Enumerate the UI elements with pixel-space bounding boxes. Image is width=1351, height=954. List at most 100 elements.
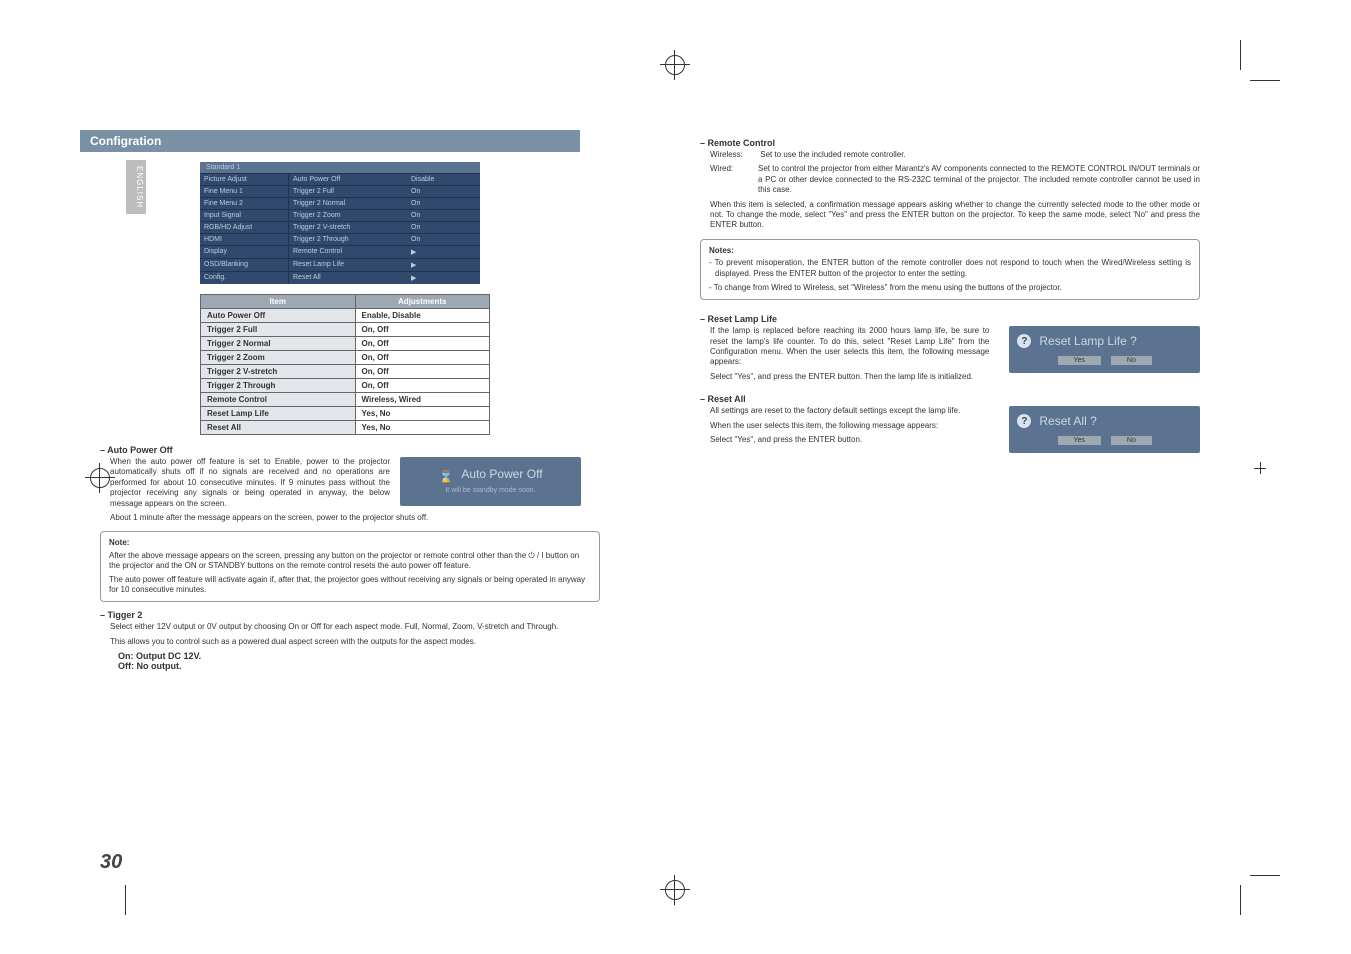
reset-lamp-body: If the lamp is replaced before reaching … <box>710 326 989 368</box>
osd-left: Fine Menu 2 <box>200 198 289 209</box>
yes-button[interactable]: Yes <box>1058 356 1101 365</box>
cell-value-text: On, Off <box>362 367 389 376</box>
osd-mid: Reset Lamp Life <box>289 259 407 271</box>
left-column: Configration Standard 1 Picture AdjustAu… <box>100 130 600 671</box>
osd-left: Input Signal <box>200 210 289 221</box>
cell-value-text: Yes, No <box>362 409 391 418</box>
reset-lamp-popup-title: Reset Lamp Life ? <box>1039 334 1136 348</box>
reset-all-popup: ? Reset All ? Yes No <box>1009 406 1200 453</box>
trigger2-heading: – Tigger 2 <box>100 610 600 620</box>
table-row: Remote ControlWireless, Wired <box>201 393 490 407</box>
no-button[interactable]: No <box>1111 436 1152 445</box>
osd-left: Display <box>200 246 289 258</box>
table-row: Trigger 2 FullOn, Off <box>201 323 490 337</box>
osd-mid: Trigger 2 Through <box>289 234 407 245</box>
popup-buttons: Yes No <box>1017 356 1192 365</box>
note-title: Note: <box>109 538 591 548</box>
registration-mark <box>665 880 685 900</box>
trigger2-line2: This allows you to control such as a pow… <box>110 637 600 647</box>
note-line1: After the above message appears on the s… <box>109 551 591 572</box>
crop-mark <box>1240 885 1241 915</box>
osd-mid: Auto Power Off <box>289 174 407 185</box>
trigger2-on: On: Output DC 12V. <box>118 651 600 661</box>
osd-right: Disable <box>407 174 475 185</box>
osd-left: OSD/Blanking <box>200 259 289 271</box>
trigger2-line1: Select either 12V output or 0V output by… <box>110 622 600 632</box>
cell-value: On, Off <box>355 379 489 393</box>
osd-left: Picture Adjust <box>200 174 289 185</box>
page-number: 30 <box>100 851 122 874</box>
osd-right: ▶ <box>407 272 475 284</box>
osd-mid: Trigger 2 V-stretch <box>289 222 407 233</box>
cell-value: Yes, No <box>355 421 489 435</box>
cell-value-text: Enable, Disable <box>362 311 421 320</box>
wireless-text: Set to use the included remote controlle… <box>760 150 905 159</box>
wired-text: Set to control the projector from either… <box>758 164 1200 195</box>
osd-left: HDMI <box>200 234 289 245</box>
yes-button[interactable]: Yes <box>1058 436 1101 445</box>
crop-mark <box>1250 80 1280 81</box>
reset-lamp-row: If the lamp is replaced before reaching … <box>700 326 1200 386</box>
auto-power-off-row: When the auto power off feature is set t… <box>100 457 600 513</box>
cell-value: Enable, Disable <box>355 309 489 323</box>
cell-value-text: Yes, No <box>362 423 391 432</box>
cell-value: Yes, No <box>355 407 489 421</box>
auto-power-off-after: About 1 minute after the message appears… <box>110 513 600 523</box>
reset-all-row: All settings are reset to the factory de… <box>700 406 1200 453</box>
reset-all-line2: When the user selects this item, the fol… <box>710 421 989 431</box>
osd-title: Standard 1 <box>200 162 480 173</box>
osd-row: Fine Menu 1Trigger 2 FullOn <box>200 185 480 197</box>
cell-value: On, Off <box>355 323 489 337</box>
osd-mid: Trigger 2 Zoom <box>289 210 407 221</box>
cell-value-text: On, Off <box>362 339 389 348</box>
cell-label: Reset All <box>201 421 356 435</box>
popup-header-row: ? Reset All ? <box>1017 414 1192 428</box>
reset-lamp-popup: ? Reset Lamp Life ? Yes No <box>1009 326 1200 373</box>
note-line2: The auto power off feature will activate… <box>109 575 591 596</box>
cell-value: On, Off <box>355 337 489 351</box>
table-row: Reset All Yes, No <box>201 421 490 435</box>
reset-lamp-text-col: If the lamp is replaced before reaching … <box>700 326 989 386</box>
cell-label: Reset Lamp Life <box>201 407 356 421</box>
language-tab: ENGLISH <box>126 160 146 214</box>
osd-row: Input SignalTrigger 2 ZoomOn <box>200 209 480 221</box>
crop-mark <box>1240 40 1241 70</box>
crop-mark <box>1250 875 1280 876</box>
popup-header-row: ? Reset Lamp Life ? <box>1017 334 1192 348</box>
reset-all-heading: – Reset All <box>700 394 1200 404</box>
no-button[interactable]: No <box>1111 356 1152 365</box>
osd-row: HDMITrigger 2 ThroughOn <box>200 233 480 245</box>
table-row: Auto Power Off Enable, Disable <box>201 309 490 323</box>
osd-mid: Remote Control <box>289 246 407 258</box>
crop-mark <box>1254 468 1266 469</box>
osd-row: OSD/BlankingReset Lamp Life▶ <box>200 258 480 271</box>
cell-label: Auto Power Off <box>201 309 356 323</box>
notes-line2: - To change from Wired to Wireless, set … <box>709 283 1191 293</box>
cell-value: On, Off <box>355 365 489 379</box>
auto-power-off-heading: – Auto Power Off <box>100 445 600 455</box>
cell-value-text: On, Off <box>362 353 389 362</box>
cell-label: Trigger 2 Full <box>201 323 356 337</box>
config-header: Configration <box>80 130 580 152</box>
osd-right: ▶ <box>407 246 475 258</box>
table-row: Trigger 2 ZoomOn, Off <box>201 351 490 365</box>
notes-line1: - To prevent misoperation, the ENTER but… <box>709 258 1191 279</box>
adjustments-table: Item Adjustments Auto Power OffEnable, D… <box>200 294 490 435</box>
osd-mid: Trigger 2 Normal <box>289 198 407 209</box>
header-adjustments: Adjustments <box>355 295 489 309</box>
osd-row: DisplayRemote Control▶ <box>200 245 480 258</box>
cell-label: Trigger 2 Normal <box>201 337 356 351</box>
reset-all-line1: All settings are reset to the factory de… <box>710 406 989 416</box>
notes-box-2: Notes: - To prevent misoperation, the EN… <box>700 239 1200 301</box>
remote-wireless: Wireless: Set to use the included remote… <box>710 150 1200 160</box>
cell-value-text: On, Off <box>362 381 389 390</box>
right-column: – Remote Control Wireless: Set to use th… <box>700 130 1200 671</box>
osd-right: On <box>407 198 475 209</box>
table-row: Reset Lamp Life Yes, No <box>201 407 490 421</box>
popup-subtitle: It will be standby mode soon. <box>408 487 573 494</box>
remote-para: When this item is selected, a confirmati… <box>710 200 1200 231</box>
osd-right: On <box>407 222 475 233</box>
osd-row: RGB/HD AdjustTrigger 2 V-stretchOn <box>200 221 480 233</box>
auto-power-off-popup: ⌛ Auto Power Off It will be standby mode… <box>400 457 581 506</box>
auto-power-off-body: When the auto power off feature is set t… <box>110 457 390 509</box>
